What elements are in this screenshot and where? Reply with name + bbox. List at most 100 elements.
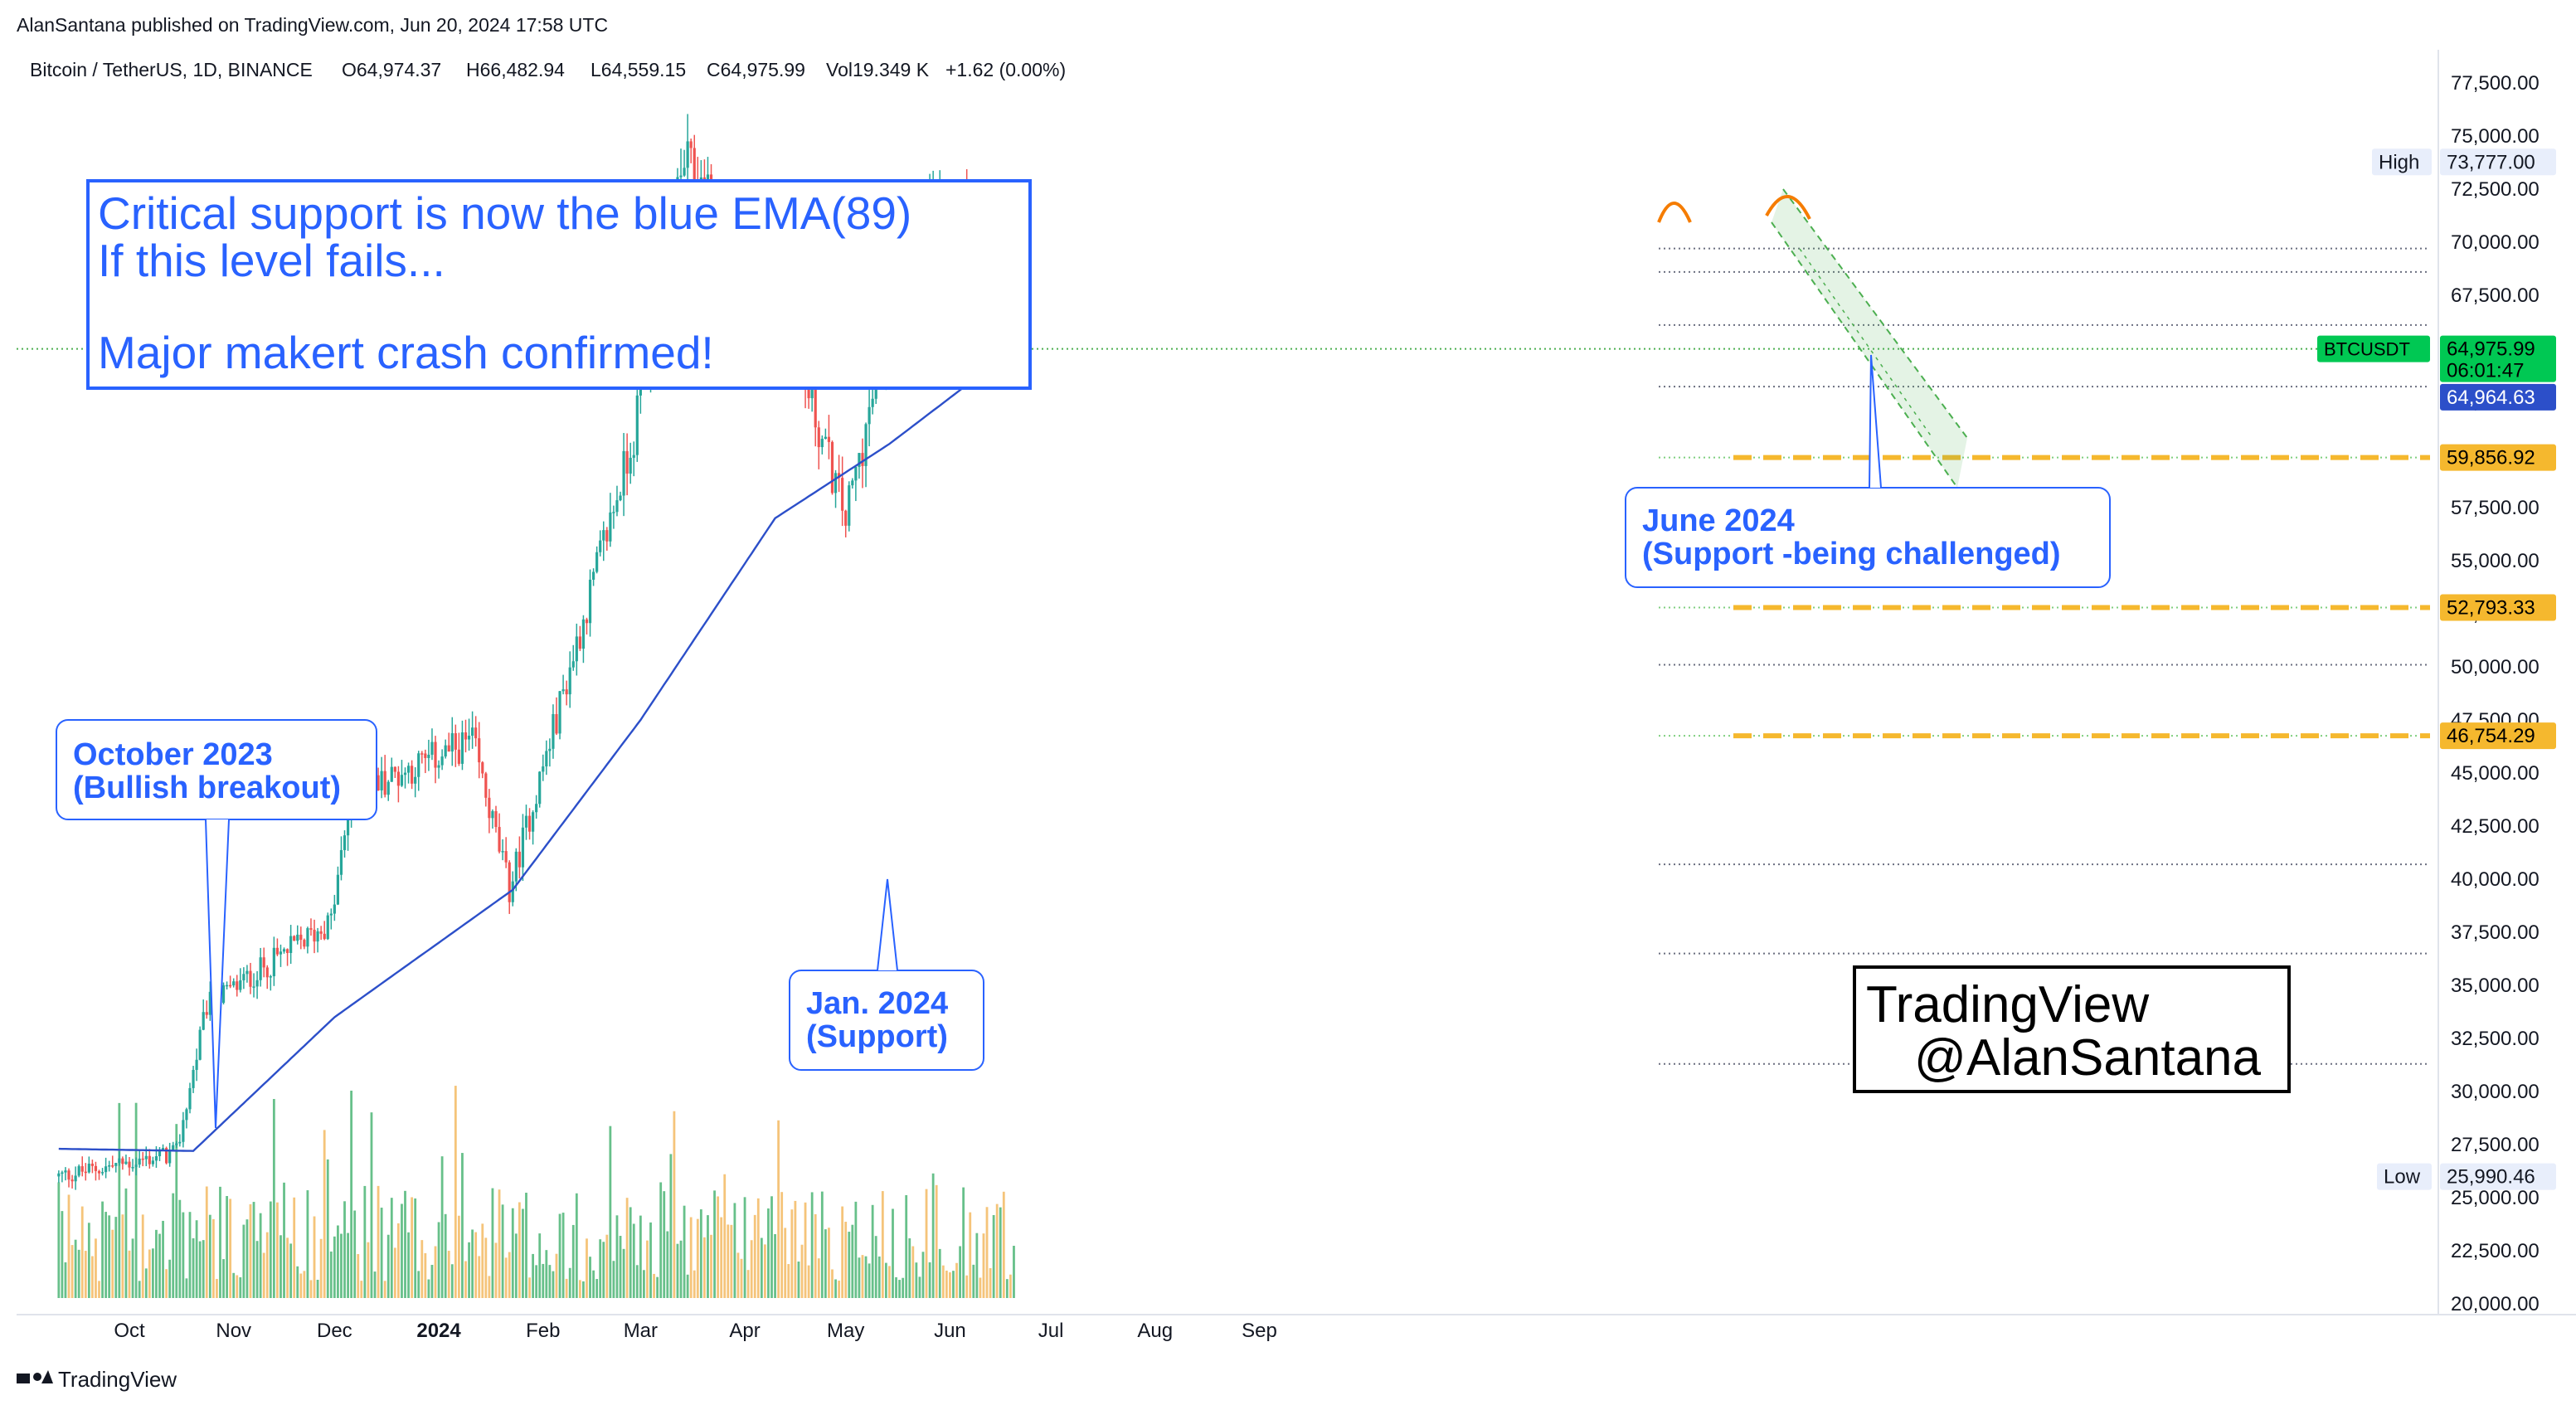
- volume-bar: [276, 1202, 279, 1298]
- x-tick-label: Oct: [114, 1320, 145, 1342]
- candle-body: [508, 862, 511, 902]
- candle-body: [578, 636, 581, 649]
- volume-bar: [430, 1265, 434, 1298]
- callout-january-line1: Jan. 2024: [806, 986, 948, 1021]
- candle-body: [380, 771, 383, 790]
- candle-body: [245, 970, 249, 975]
- candle-body: [168, 1150, 172, 1164]
- volume-bar: [283, 1182, 285, 1298]
- candle-body: [635, 395, 639, 455]
- volume-bar: [350, 1090, 353, 1298]
- candle-body: [255, 980, 259, 987]
- candle-body: [810, 387, 814, 399]
- candle-body: [430, 741, 434, 755]
- volume-bar: [578, 1280, 581, 1298]
- volume-bar: [999, 1207, 1002, 1298]
- x-tick-label: Jun: [934, 1320, 966, 1342]
- volume-bar: [198, 1241, 202, 1298]
- candle-body: [535, 804, 538, 813]
- candle-body: [289, 936, 293, 953]
- candle-body: [484, 773, 488, 798]
- candle-body: [514, 851, 518, 882]
- level1-label: 59,856.92: [2447, 447, 2535, 469]
- candle-body: [178, 1141, 182, 1144]
- candle-body: [542, 766, 545, 772]
- volume-bar: [162, 1220, 164, 1298]
- channel-lower: [1771, 221, 1958, 489]
- volume-bar: [337, 1225, 339, 1298]
- volume-bar: [689, 1217, 693, 1298]
- volume-bar: [915, 1262, 918, 1298]
- volume-bar: [370, 1112, 373, 1298]
- volume-bar: [955, 1262, 958, 1298]
- candle-body: [393, 766, 396, 772]
- volume-bar: [995, 1203, 999, 1298]
- volume-bar: [834, 1279, 837, 1298]
- candle-body: [279, 951, 283, 955]
- candle-body: [571, 661, 575, 668]
- volume-bar: [874, 1236, 877, 1298]
- volume-bar: [155, 1229, 158, 1298]
- volume-bar: [114, 1217, 118, 1298]
- y-tick-label: 25,000.00: [2451, 1187, 2540, 1209]
- level2-label: 52,793.33: [2447, 596, 2535, 619]
- x-tick-label: May: [827, 1320, 864, 1342]
- volume-bar: [635, 1265, 639, 1298]
- volume-bar: [151, 1248, 154, 1298]
- volume-bar: [713, 1190, 716, 1298]
- volume-bar: [730, 1224, 733, 1298]
- volume-bar: [124, 1188, 128, 1298]
- volume-bar: [555, 1253, 558, 1298]
- volume-bar: [851, 1224, 854, 1298]
- volume-bar: [696, 1218, 699, 1298]
- callout-january-line2: (Support): [806, 1019, 948, 1054]
- volume-bar: [141, 1214, 144, 1298]
- volume-bar: [790, 1209, 794, 1298]
- candle-body: [498, 827, 501, 852]
- candle-body: [275, 947, 279, 955]
- volume-bar: [440, 1156, 444, 1298]
- main-annotation-box: [86, 179, 1032, 390]
- volume-bar: [1002, 1191, 1005, 1298]
- candle-body: [629, 457, 632, 474]
- y-tick-label: 50,000.00: [2451, 656, 2540, 678]
- candle-body: [437, 765, 440, 768]
- candle-body: [689, 141, 693, 148]
- volume-bar: [838, 1281, 841, 1298]
- candle-body: [175, 1143, 178, 1145]
- volume-bar: [172, 1193, 175, 1298]
- ema89-line: [58, 348, 1015, 1152]
- candle-body: [565, 689, 568, 695]
- callout-october-line2: (Bullish breakout): [73, 771, 341, 805]
- candle-body: [188, 1087, 192, 1110]
- candle-body: [424, 753, 427, 758]
- legend-close: C64,975.99: [707, 59, 805, 80]
- volume-bar: [255, 1241, 259, 1298]
- price-labels: High 73,777.00 Low 25,990.46 BTCUSDT 64,975.9…: [2317, 148, 2556, 1190]
- candle-body: [316, 931, 319, 942]
- candle-body: [134, 1164, 138, 1168]
- volume-bar: [178, 1199, 182, 1298]
- volume-bar: [447, 1251, 450, 1298]
- legend-symbol: Bitcoin / TetherUS, 1D, BINANCE: [30, 59, 313, 80]
- volume-bar: [454, 1086, 457, 1298]
- volume-bar: [828, 1228, 830, 1298]
- volume-bar: [252, 1202, 255, 1298]
- tradingview-footer[interactable]: TradingView: [17, 1367, 177, 1392]
- y-tick-label: 32,500.00: [2451, 1028, 2540, 1050]
- y-tick-label: 75,000.00: [2451, 125, 2540, 148]
- volume-bar: [925, 1189, 928, 1298]
- y-axis: 20,000.00 22,500.00 25,000.00 27,500.00 30,0…: [2451, 72, 2540, 1315]
- volume-bar: [501, 1204, 504, 1298]
- volume-bar: [95, 1238, 97, 1298]
- volume-bar: [471, 1229, 474, 1298]
- volume-bar: [414, 1198, 417, 1298]
- volume-bar: [548, 1265, 552, 1298]
- candle-body: [185, 1109, 188, 1121]
- volume-bar: [985, 1207, 989, 1298]
- candle-body: [108, 1165, 111, 1167]
- candle-body: [488, 797, 491, 819]
- volume-bar: [504, 1257, 508, 1298]
- volume-bar: [881, 1191, 884, 1298]
